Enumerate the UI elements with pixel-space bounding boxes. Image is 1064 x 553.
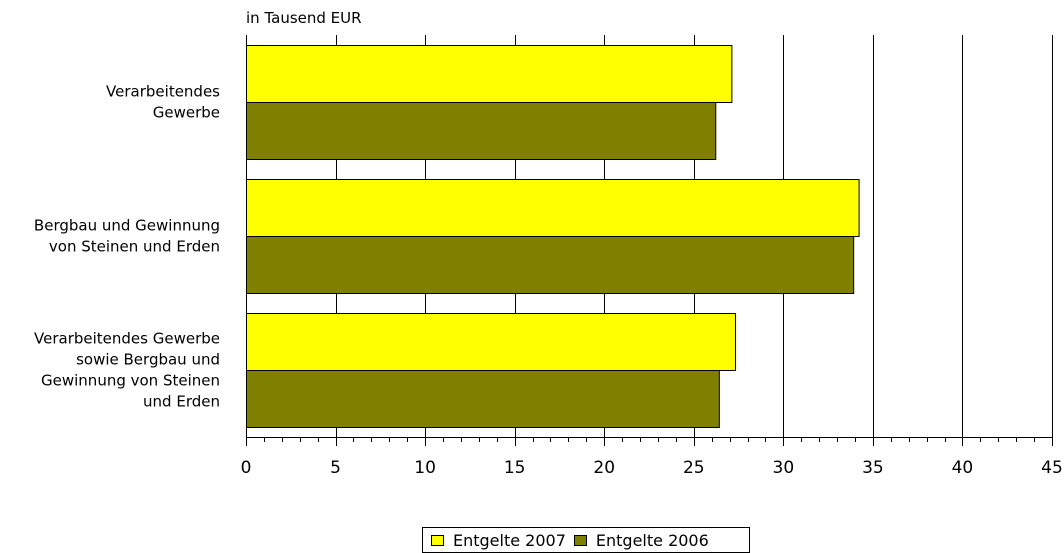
bar-chart: in Tausend EUR Verarbeitendes Gewerbe Berg… (34, 9, 1063, 478)
category-labels: Verarbeitendes Gewerbe Bergbau und Gewinnu… (34, 83, 220, 411)
legend-item-2006: Entgelte 2006 (573, 530, 709, 550)
bar-3-entgelte-2006 (246, 370, 720, 428)
legend-swatch-2006 (573, 534, 587, 546)
bar-1-entgelte-2006 (246, 102, 717, 160)
x-tick-label-25: 25 (683, 458, 705, 478)
x-tick-label-10: 10 (414, 458, 436, 478)
axes (246, 35, 1053, 446)
legend-item-2007: Entgelte 2007 (431, 531, 566, 550)
legend-swatch-2007 (431, 534, 444, 546)
x-tick-label-45: 45 (1041, 458, 1063, 478)
x-tick-label-40: 40 (952, 458, 974, 478)
unit-label: in Tausend EUR (246, 9, 362, 27)
x-tick-label-30: 30 (773, 458, 795, 478)
x-tick-label-20: 20 (593, 458, 615, 478)
x-tick-label-5: 5 (330, 458, 341, 478)
category-label-2: Bergbau und Gewinnung von Steinen und Erd… (34, 217, 220, 256)
bar-2-entgelte-2007 (246, 179, 860, 237)
category-label-3: Verarbeitendes Gewerbe sowie Bergbau und G… (34, 330, 220, 411)
bars (246, 45, 860, 428)
x-tick-label-15: 15 (504, 458, 526, 478)
x-tick-labels: 0 5 10 15 20 25 30 35 40 45 (241, 458, 1063, 478)
bar-2-entgelte-2006 (246, 236, 855, 294)
legend: Entgelte 2007 Entgelte 2006 (422, 527, 750, 553)
x-tick-label-35: 35 (862, 458, 884, 478)
category-label-1: Verarbeitendes Gewerbe (106, 83, 220, 122)
x-tick-label-0: 0 (241, 458, 252, 478)
legend-label-2007: Entgelte 2007 (453, 530, 566, 550)
bar-3-entgelte-2007 (246, 313, 736, 371)
bar-1-entgelte-2007 (246, 45, 733, 103)
legend-label-2006: Entgelte 2006 (595, 530, 709, 550)
